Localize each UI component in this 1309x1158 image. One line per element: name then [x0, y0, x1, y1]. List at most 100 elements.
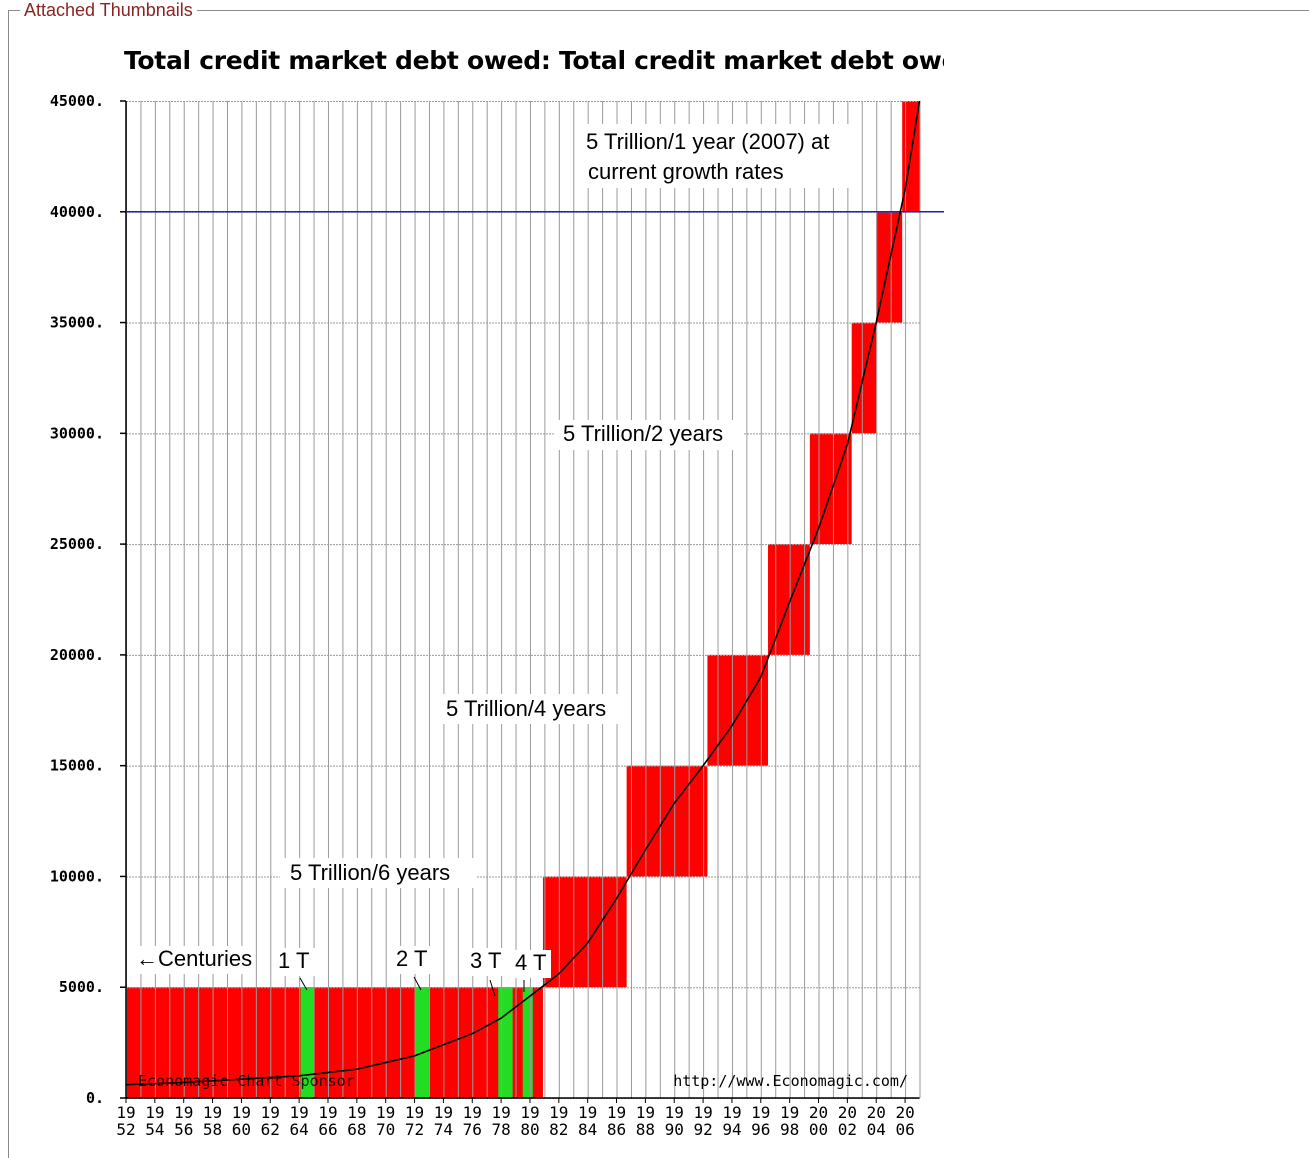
x-tick-label-century: 19 [636, 1103, 655, 1122]
annotation-t3: 3 T [470, 948, 501, 973]
x-tick-label-century: 19 [693, 1103, 712, 1122]
x-tick-label-century: 20 [895, 1103, 914, 1122]
x-tick-label-year: 94 [722, 1120, 741, 1139]
x-tick-label-century: 19 [174, 1103, 193, 1122]
y-tick-label: 35000. [50, 314, 104, 332]
x-tick-label-year: 06 [895, 1120, 914, 1139]
watermark-url: http://www.Economagic.com/ [673, 1072, 908, 1090]
trillion-marker-1 [300, 987, 314, 1098]
annotation-four-years: 5 Trillion/4 years [446, 696, 606, 721]
x-tick-label-century: 19 [116, 1103, 135, 1122]
x-tick-label-century: 19 [463, 1103, 482, 1122]
x-tick-label-century: 20 [838, 1103, 857, 1122]
y-tick-label: 5000. [59, 978, 104, 996]
x-tick-label-year: 76 [463, 1120, 482, 1139]
x-tick-label-year: 86 [607, 1120, 626, 1139]
x-tick-label-year: 00 [809, 1120, 828, 1139]
x-tick-label-year: 66 [318, 1120, 337, 1139]
x-tick-label-century: 19 [376, 1103, 395, 1122]
x-tick-label-century: 19 [232, 1103, 251, 1122]
x-tick-label-century: 19 [520, 1103, 539, 1122]
x-tick-label-century: 20 [867, 1103, 886, 1122]
step-bar-4 [707, 654, 769, 766]
x-tick-label-year: 82 [549, 1120, 568, 1139]
x-tick-label-year: 92 [693, 1120, 712, 1139]
x-tick-label-century: 19 [318, 1103, 337, 1122]
x-tick-label-century: 19 [434, 1103, 453, 1122]
attached-thumbnails-fieldset [8, 10, 1309, 1158]
x-tick-label-year: 96 [751, 1120, 770, 1139]
x-tick-label-year: 52 [116, 1120, 135, 1139]
annotation-six-years: 5 Trillion/6 years [290, 860, 450, 885]
annotation-t2: 2 T [396, 946, 427, 971]
x-tick-label-century: 19 [289, 1103, 308, 1122]
x-tick-label-year: 98 [780, 1120, 799, 1139]
annotation-bg [438, 694, 628, 724]
annotation-bg [578, 124, 858, 188]
x-tick-label-year: 80 [520, 1120, 539, 1139]
x-tick-label-year: 54 [145, 1120, 164, 1139]
x-tick-label-century: 19 [491, 1103, 510, 1122]
step-bar-5 [768, 544, 810, 655]
annotation-bg [466, 948, 510, 976]
annotation-pointer [489, 979, 496, 997]
x-tick-label-year: 64 [289, 1120, 308, 1139]
x-tick-label-century: 20 [809, 1103, 828, 1122]
x-tick-label-century: 19 [578, 1103, 597, 1122]
annotation-one-year: current growth rates [588, 159, 784, 184]
x-tick-label-century: 19 [549, 1103, 568, 1122]
x-tick-label-year: 88 [636, 1120, 655, 1139]
y-tick-label: 20000. [50, 646, 104, 664]
y-tick-label: 45000. [50, 92, 104, 110]
x-tick-label-century: 19 [145, 1103, 164, 1122]
x-tick-label-year: 78 [491, 1120, 510, 1139]
annotation-centuries: ←Centuries [136, 946, 252, 971]
x-tick-label-year: 90 [665, 1120, 684, 1139]
x-tick-label-century: 19 [405, 1103, 424, 1122]
annotation-bg [392, 946, 436, 974]
x-tick-label-century: 19 [751, 1103, 770, 1122]
annotation-pointer [299, 977, 308, 991]
annotation-two-years: 5 Trillion/2 years [563, 421, 723, 446]
x-tick-label-year: 70 [376, 1120, 395, 1139]
debt-series-line [125, 100, 921, 1086]
x-tick-label-year: 62 [261, 1120, 280, 1139]
x-tick-label-year: 60 [232, 1120, 251, 1139]
y-tick-label: 40000. [50, 203, 104, 221]
x-tick-label-century: 19 [665, 1103, 684, 1122]
chart-title: Total credit market debt owed: Total cre… [124, 46, 944, 75]
trillion-marker-4 [522, 987, 533, 1098]
trillion-marker-3 [498, 987, 513, 1098]
annotation-bg [511, 950, 551, 978]
y-tick-label: 30000. [50, 424, 104, 442]
trillion-marker-2 [414, 987, 429, 1098]
watermark-sponsor: Economagic Chart Sponsor [138, 1072, 355, 1090]
y-tick-label: 0. [86, 1089, 104, 1107]
x-tick-label-year: 72 [405, 1120, 424, 1139]
x-tick-label-year: 02 [838, 1120, 857, 1139]
x-tick-label-century: 19 [347, 1103, 366, 1122]
annotation-bg [274, 948, 318, 976]
annotation-bg [130, 946, 254, 974]
x-tick-label-century: 19 [607, 1103, 626, 1122]
x-tick-label-year: 04 [867, 1120, 886, 1139]
annotation-bg [554, 420, 744, 450]
x-tick-label-year: 56 [174, 1120, 193, 1139]
x-tick-label-year: 74 [434, 1120, 453, 1139]
fieldset-legend: Attached Thumbnails [20, 0, 197, 20]
x-tick-label-century: 19 [780, 1103, 799, 1122]
step-bar-2 [542, 876, 627, 988]
annotation-t1: 1 T [278, 948, 309, 973]
x-tick-label-year: 58 [203, 1120, 222, 1139]
annotation-one-year: 5 Trillion/1 year (2007) at [586, 129, 829, 154]
y-tick-label: 10000. [50, 867, 104, 885]
x-tick-label-century: 19 [261, 1103, 280, 1122]
step-bar-1 [126, 987, 543, 1098]
annotation-bg [280, 858, 476, 888]
x-tick-label-year: 68 [347, 1120, 366, 1139]
x-tick-label-century: 19 [722, 1103, 741, 1122]
y-tick-label: 25000. [50, 535, 104, 553]
x-tick-label-century: 19 [203, 1103, 222, 1122]
annotation-t4: 4 T [515, 950, 546, 975]
